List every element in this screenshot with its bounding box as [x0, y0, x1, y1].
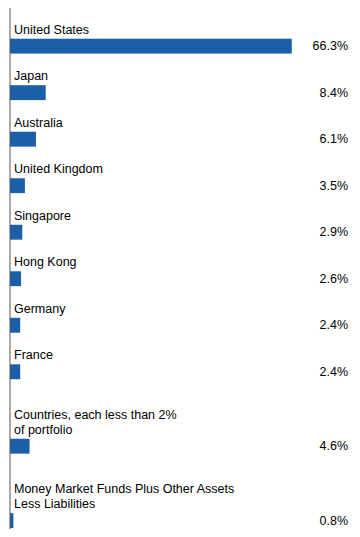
- category-label: Japan: [14, 69, 48, 83]
- value-label: 2.4%: [320, 365, 349, 379]
- category-label: Hong Kong: [14, 255, 77, 269]
- value-label: 4.6%: [320, 439, 349, 453]
- bar: [10, 85, 46, 100]
- bar: [10, 39, 292, 54]
- bars: [10, 39, 292, 528]
- category-label: Money Market Funds Plus Other AssetsLess…: [14, 482, 234, 511]
- category-label: Countries, each less than 2%of portfolio: [14, 408, 177, 437]
- bar: [10, 364, 20, 379]
- value-label: 0.8%: [320, 514, 349, 528]
- category-label: United States: [14, 23, 89, 37]
- category-label: France: [14, 348, 53, 362]
- chart: United States 66.3% Japan 8.4% Australia 6.1%…: [0, 0, 360, 537]
- category-label: Germany: [14, 302, 66, 316]
- value-label: 3.5%: [320, 179, 349, 193]
- bar: [10, 225, 22, 240]
- bar: [10, 271, 21, 286]
- chart-container: United States 66.3% Japan 8.4% Australia 6.1%…: [0, 0, 360, 537]
- value-label: 2.9%: [320, 225, 349, 239]
- value-label: 2.6%: [320, 272, 349, 286]
- value-label: 66.3%: [313, 39, 348, 53]
- bar: [10, 132, 36, 147]
- category-label: United Kingdom: [14, 162, 103, 176]
- value-label: 6.1%: [320, 132, 349, 146]
- category-label: Australia: [14, 116, 63, 130]
- bar: [10, 439, 30, 454]
- category-label: Singapore: [14, 209, 71, 223]
- bar: [10, 318, 20, 333]
- axis-line: [10, 8, 11, 529]
- bar: [10, 513, 13, 528]
- bar: [10, 178, 25, 193]
- value-label: 2.4%: [320, 318, 349, 332]
- labels: United States 66.3% Japan 8.4% Australia 6.1%…: [14, 23, 348, 528]
- value-label: 8.4%: [320, 86, 349, 100]
